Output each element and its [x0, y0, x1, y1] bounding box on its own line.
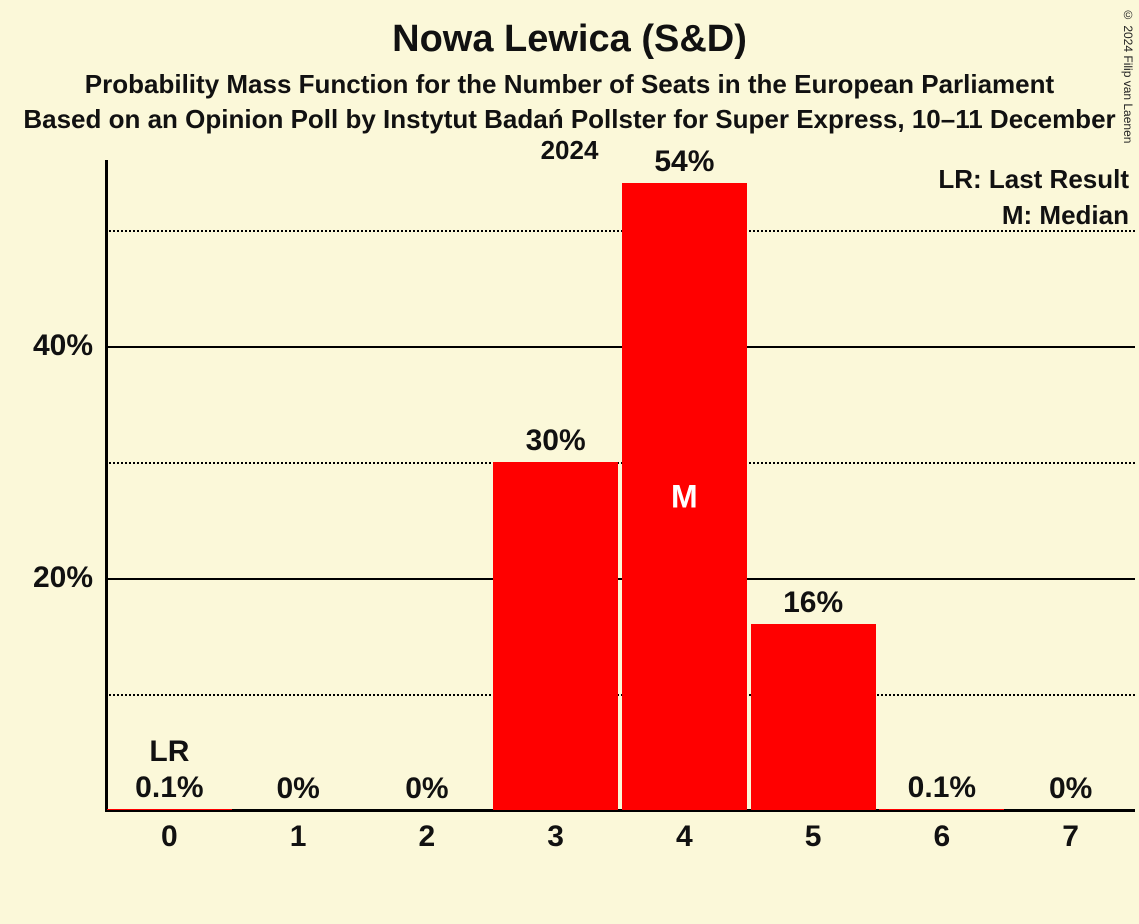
x-tick-label: 1 — [290, 820, 307, 854]
x-tick-label: 5 — [805, 820, 822, 854]
bar — [493, 462, 618, 810]
median-marker: M — [671, 478, 698, 515]
chart-subtitle-1: Probability Mass Function for the Number… — [0, 69, 1139, 100]
y-tick-label: 20% — [33, 561, 93, 595]
y-axis — [105, 160, 108, 810]
bar-value-label: 30% — [526, 424, 586, 458]
x-tick-label: 7 — [1062, 820, 1079, 854]
bar-value-label: 0.1% — [908, 771, 976, 805]
bar-value-label: 54% — [654, 145, 714, 179]
x-tick-label: 2 — [419, 820, 436, 854]
bar-value-label: 0% — [405, 772, 448, 806]
bar — [751, 624, 876, 810]
gridline-major — [105, 346, 1135, 348]
x-tick-label: 3 — [547, 820, 564, 854]
chart-title: Nowa Lewica (S&D) — [0, 0, 1139, 61]
bar — [107, 809, 232, 810]
gridline-minor — [105, 694, 1135, 696]
chart-subtitle-2: Based on an Opinion Poll by Instytut Bad… — [0, 104, 1139, 166]
y-tick-label: 40% — [33, 329, 93, 363]
bar-value-label: 0.1% — [135, 771, 203, 805]
bar — [879, 809, 1004, 810]
pmf-bar-chart: 20%40%0.1%00%10%230%354%416%50.1%60%7LRM… — [105, 160, 1135, 860]
copyright-notice: © 2024 Filip van Laenen — [1121, 8, 1135, 143]
x-tick-label: 4 — [676, 820, 693, 854]
legend-last-result: LR: Last Result — [938, 164, 1129, 195]
last-result-marker: LR — [149, 735, 189, 769]
gridline-minor — [105, 230, 1135, 232]
bar-value-label: 0% — [276, 772, 319, 806]
x-tick-label: 6 — [934, 820, 951, 854]
bar-value-label: 16% — [783, 586, 843, 620]
bar-value-label: 0% — [1049, 772, 1092, 806]
gridline-minor — [105, 462, 1135, 464]
legend-median: M: Median — [1002, 200, 1129, 231]
x-tick-label: 0 — [161, 820, 178, 854]
gridline-major — [105, 578, 1135, 580]
